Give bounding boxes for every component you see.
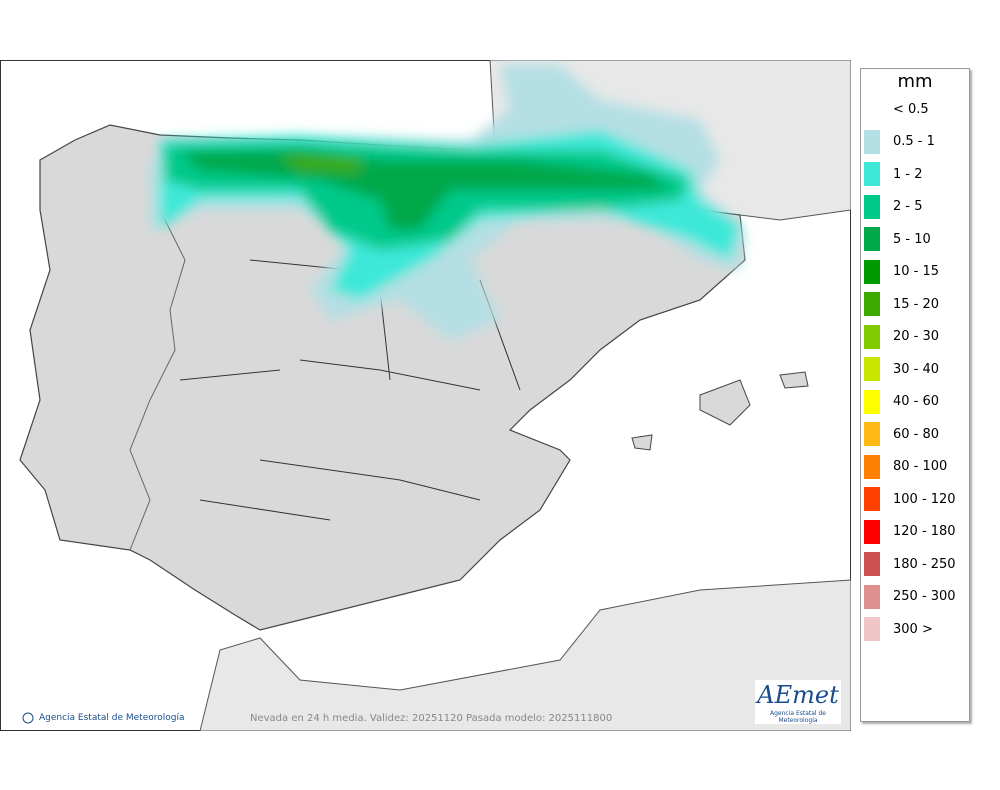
legend-label: 5 - 10 (893, 231, 931, 247)
legend-label: < 0.5 (893, 101, 929, 117)
logo-text: AEmet (757, 681, 839, 709)
map (0, 60, 851, 731)
legend-item: 5 - 10 (864, 227, 931, 251)
legend-label: 1 - 2 (893, 166, 923, 182)
legend-item: 60 - 80 (864, 422, 939, 446)
legend-label: 10 - 15 (893, 264, 940, 279)
legend-swatch (864, 552, 880, 576)
legend-swatch (864, 97, 880, 121)
border (129, 209, 186, 551)
legend-label: 180 - 250 (893, 556, 956, 572)
legend-item: 10 - 15 (864, 259, 940, 284)
snow-field (150, 65, 745, 340)
legend-swatch (864, 357, 880, 381)
legend-label: 100 - 120 (893, 491, 956, 507)
legend-item: 300 > (864, 617, 933, 641)
legend-swatch (864, 389, 880, 414)
snow-15 (280, 155, 360, 172)
island (699, 379, 751, 426)
legend-swatch (864, 617, 880, 641)
legend-swatch (864, 292, 880, 316)
legend-swatch (864, 519, 880, 544)
island (779, 371, 809, 389)
legend-item: 2 - 5 (864, 194, 923, 219)
legend-item: 40 - 60 (864, 389, 940, 414)
legend-unit: mm (897, 71, 933, 92)
legend-label: 300 > (893, 621, 933, 637)
legend-swatch (864, 324, 880, 349)
legend-label: 20 - 30 (893, 329, 940, 344)
legend-swatch (864, 194, 880, 219)
credit: Agencia Estatal de Meteorología (39, 713, 185, 723)
legend-label: 30 - 40 (893, 361, 940, 377)
legend-label: 250 - 300 (893, 589, 956, 604)
legend-item: 100 - 120 (864, 487, 956, 511)
island (631, 434, 653, 451)
legend-label: 60 - 80 (893, 426, 940, 442)
legend-item: 20 - 30 (864, 324, 940, 349)
legend-item: 120 - 180 (864, 519, 956, 544)
africa (199, 579, 851, 731)
legend-swatch (864, 162, 880, 186)
logo: AEmet Agencia Estatal de Meteorología (755, 680, 841, 724)
legend-swatch (864, 129, 880, 154)
legend-swatch (864, 422, 880, 446)
legend-label: 40 - 60 (893, 394, 940, 409)
legend-label: 2 - 5 (893, 199, 923, 214)
legend-swatch (864, 454, 880, 479)
legend-label: 0.5 - 1 (893, 134, 935, 149)
legend-item: 250 - 300 (864, 584, 956, 609)
caption: Nevada en 24 h media. Validez: 20251120 … (250, 713, 613, 724)
legend-item: 80 - 100 (864, 454, 948, 479)
legend-item: 0.5 - 1 (864, 129, 935, 154)
logo-subtitle: Agencia Estatal de Meteorología (769, 710, 826, 724)
legend-label: 120 - 180 (893, 524, 956, 539)
legend-item: 1 - 2 (864, 162, 923, 186)
legend: mm < 0.5 0.5 - 1 1 - 2 2 - 5 5 - 10 10 - 15 15… (860, 68, 970, 722)
legend-swatch (864, 487, 880, 511)
legend-swatch (864, 227, 880, 251)
legend-swatch (864, 259, 880, 284)
copyright-icon (22, 712, 34, 724)
legend-label: 15 - 20 (893, 296, 940, 312)
legend-label: 80 - 100 (893, 459, 948, 474)
legend-item: 15 - 20 (864, 292, 939, 316)
legend-swatch (864, 584, 880, 609)
legend-item: 30 - 40 (864, 357, 939, 381)
legend-item: < 0.5 (864, 97, 929, 121)
legend-item: 180 - 250 (864, 552, 956, 576)
